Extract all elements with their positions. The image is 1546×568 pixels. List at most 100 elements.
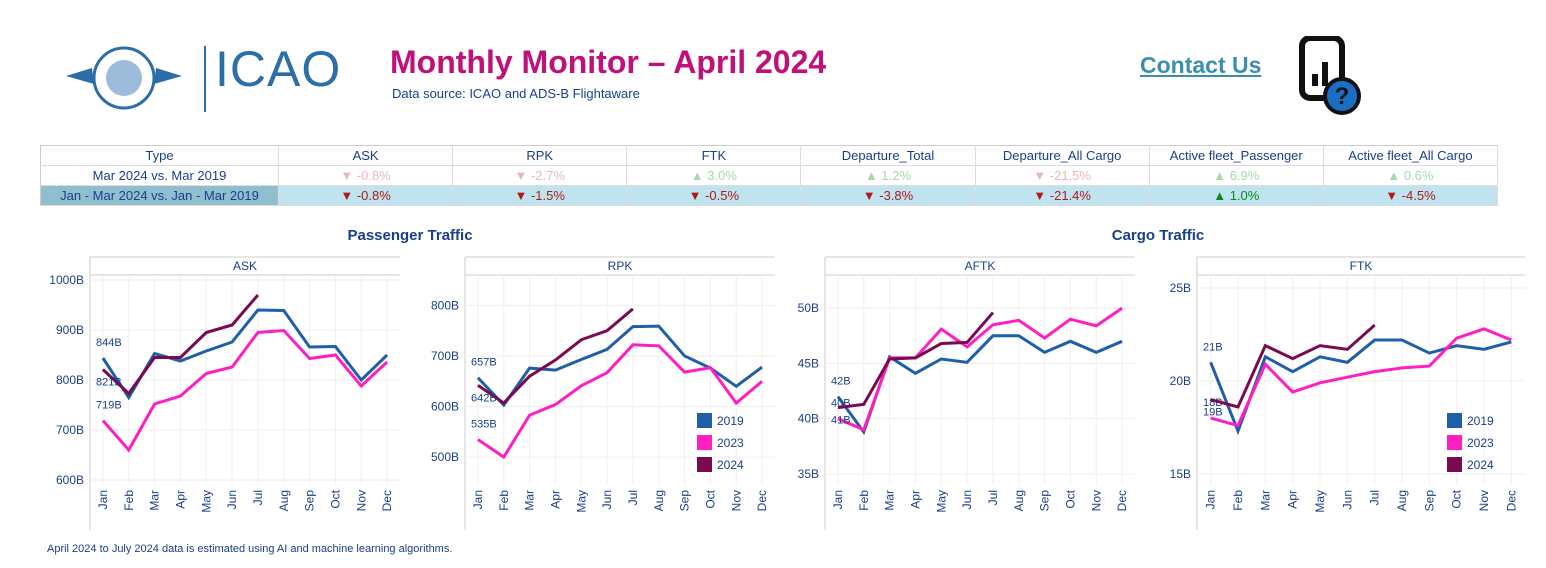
table-row: Mar 2024 vs. Mar 2019 ▼ -0.8% ▼ -2.7% ▲ 3.0…	[40, 165, 1499, 186]
svg-text:?: ?	[1335, 83, 1350, 110]
line-series	[1210, 324, 1376, 409]
chart-title: FTK	[1350, 259, 1373, 273]
x-tick-label: Apr	[908, 490, 922, 509]
legend-swatch	[1447, 457, 1462, 472]
data-label: 657B	[471, 357, 497, 369]
line-series	[837, 306, 1123, 432]
table-cell: Departure_All Cargo	[975, 145, 1150, 166]
table-cell: FTK	[626, 145, 802, 166]
x-tick-label: Nov	[729, 490, 743, 511]
x-tick-label: Oct	[1063, 489, 1077, 508]
table-cell: ▲ 1.2%	[800, 165, 976, 186]
logo-emblem	[66, 46, 182, 110]
help-icon[interactable]: ?	[1298, 36, 1362, 116]
legend-label: 2019	[717, 414, 744, 428]
x-tick-label: Nov	[354, 490, 368, 511]
x-tick-label: Mar	[148, 490, 162, 511]
data-label: 642B	[471, 392, 497, 404]
data-label: 41B	[831, 415, 851, 427]
table-cell: ▲ 1.0%	[1149, 185, 1324, 206]
legend-label: 2024	[717, 458, 744, 472]
x-tick-label: Aug	[652, 490, 666, 511]
x-tick-label: Dec	[755, 490, 769, 511]
x-tick-label: Jun	[960, 490, 974, 509]
x-tick-label: May	[1313, 490, 1327, 513]
logo-text: ICAO	[215, 41, 342, 97]
x-tick-label: May	[574, 490, 588, 513]
table-cell: ▼ -0.8%	[278, 185, 454, 206]
legend-label: 2019	[1467, 414, 1494, 428]
logo-divider	[204, 46, 206, 112]
y-tick-label: 35B	[798, 467, 819, 481]
y-tick-label: 500B	[431, 450, 459, 464]
data-label: 844B	[96, 337, 122, 349]
table-cell: ▼ -0.5%	[626, 185, 802, 206]
y-tick-label: 45B	[798, 356, 819, 370]
table-cell: ▼ -4.5%	[1323, 185, 1499, 206]
table-row: Jan - Mar 2024 vs. Jan - Mar 2019 ▼ -0.8%…	[40, 185, 1499, 206]
table-cell: ▲ 6.9%	[1149, 165, 1324, 186]
table-cell: Mar 2024 vs. Mar 2019	[40, 165, 279, 186]
x-tick-label: Sep	[1422, 490, 1436, 512]
x-tick-label: Jul	[986, 490, 1000, 505]
x-tick-label: Nov	[1089, 490, 1103, 511]
table-cell: ▼ -21.5%	[975, 165, 1150, 186]
line-series	[477, 343, 764, 460]
section-title: Passenger Traffic	[347, 227, 472, 244]
x-tick-label: Aug	[277, 490, 291, 511]
x-tick-label: Jan	[96, 490, 110, 509]
x-tick-label: Dec	[380, 490, 394, 511]
table-cell: ▼ -2.7%	[452, 165, 628, 186]
line-series	[101, 294, 260, 396]
table-cell: Jan - Mar 2024 vs. Jan - Mar 2019	[40, 185, 279, 206]
legend-swatch	[1447, 413, 1462, 428]
table-row: Type ASK RPK FTK Departure_Total Departure_Al…	[40, 145, 1499, 166]
data-label: 42B	[831, 376, 851, 388]
footnote: April 2024 to July 2024 data is estimate…	[47, 543, 453, 555]
x-tick-label: Mar	[523, 490, 537, 511]
x-tick-label: Jul	[1368, 490, 1382, 505]
y-tick-label: 25B	[1170, 281, 1191, 295]
chart-title: RPK	[608, 259, 633, 273]
x-tick-label: Dec	[1504, 490, 1518, 511]
chart-title: AFTK	[965, 259, 996, 273]
line-series	[476, 324, 763, 408]
charts: Passenger Traffic Cargo Traffic ASK 600B 700…	[49, 227, 1525, 530]
x-tick-label: Feb	[497, 490, 511, 511]
data-label: 19B	[1203, 407, 1223, 419]
y-tick-label: 600B	[56, 473, 84, 487]
x-tick-label: Oct	[703, 489, 717, 508]
data-label: 535B	[471, 418, 497, 430]
table-cell: ▼ -21.4%	[975, 185, 1150, 206]
legend-swatch	[697, 457, 712, 472]
x-tick-label: Feb	[857, 490, 871, 511]
table-cell: ASK	[278, 145, 454, 166]
x-tick-label: Aug	[1012, 490, 1026, 511]
data-label: 821B	[96, 377, 122, 389]
legend-swatch	[697, 435, 712, 450]
x-tick-label: May	[934, 490, 948, 513]
y-tick-label: 800B	[56, 373, 84, 387]
contact-link[interactable]: Contact Us	[1140, 52, 1262, 78]
x-tick-label: Jul	[251, 490, 265, 505]
x-tick-label: Jun	[1340, 490, 1354, 509]
table-cell: Type	[40, 145, 279, 166]
y-tick-label: 1000B	[49, 273, 84, 287]
x-tick-label: Apr	[548, 490, 562, 509]
y-tick-label: 900B	[56, 323, 84, 337]
x-tick-label: Nov	[1477, 490, 1491, 511]
line-series	[1209, 338, 1512, 436]
x-tick-label: Jan	[1204, 490, 1218, 509]
table-cell: Active fleet_All Cargo	[1323, 145, 1499, 166]
table-cell: ▼ -3.8%	[800, 185, 976, 206]
y-tick-label: 20B	[1170, 374, 1191, 388]
x-tick-label: Mar	[883, 490, 897, 511]
y-tick-label: 40B	[798, 412, 819, 426]
table-cell: ▼ -1.5%	[452, 185, 628, 206]
table-cell: Active fleet_Passenger	[1149, 145, 1324, 166]
table-cell: ▲ 0.6%	[1323, 165, 1499, 186]
x-tick-label: Feb	[122, 490, 136, 511]
line-series	[1210, 327, 1512, 428]
x-tick-label: Jan	[471, 490, 485, 509]
